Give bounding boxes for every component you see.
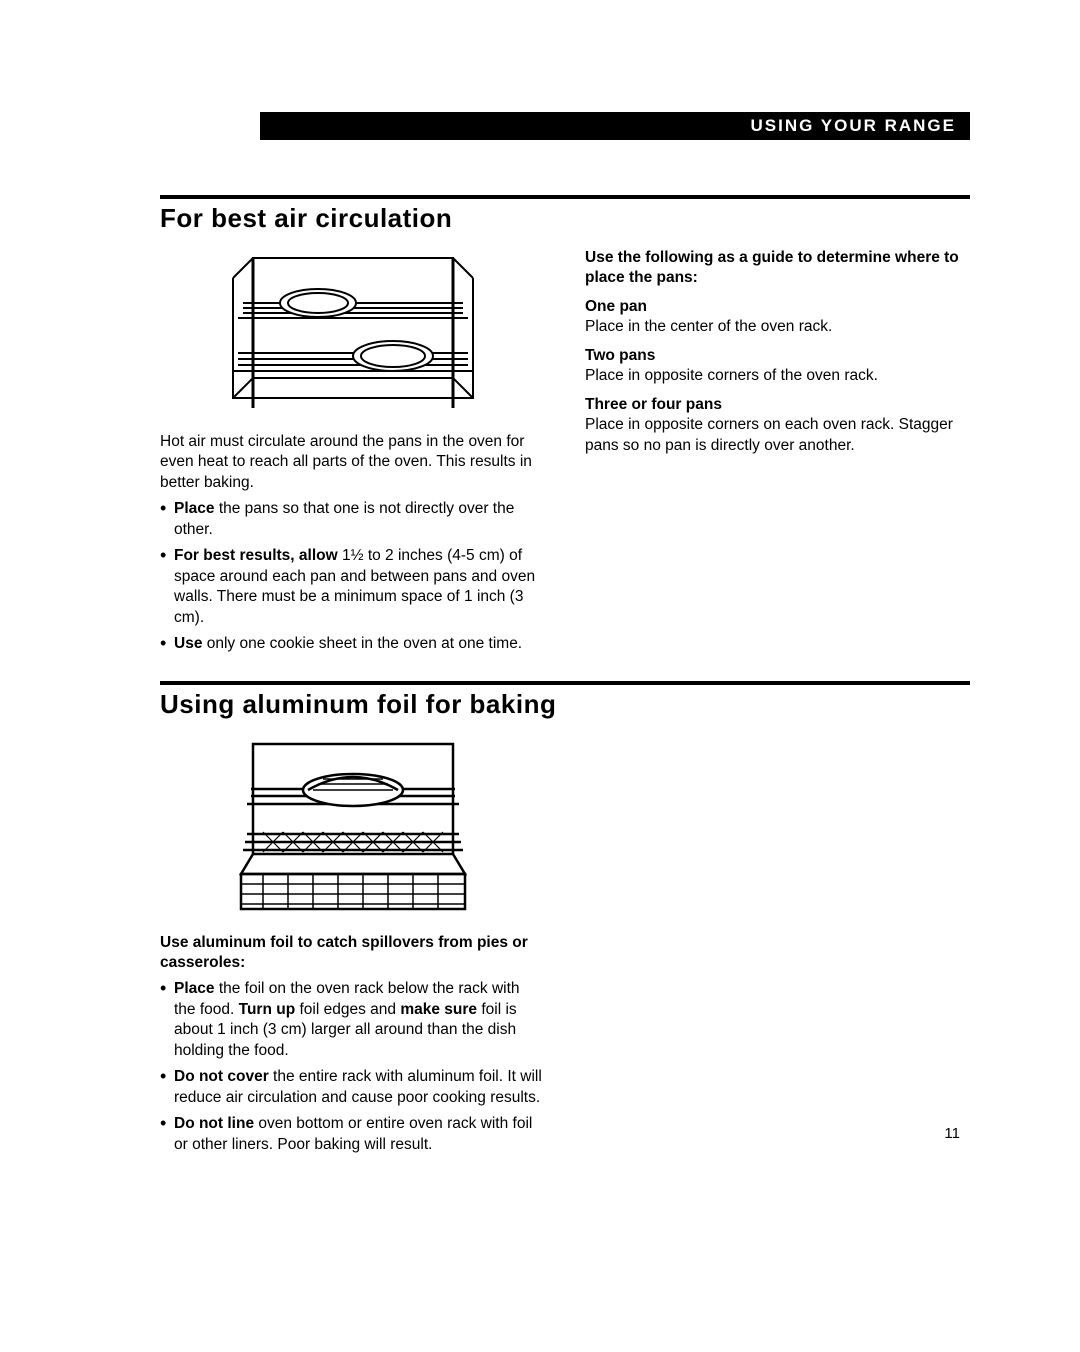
three-pans-text: Place in opposite corners on each oven r… [585, 415, 970, 456]
b2-bold: For best results, allow [174, 547, 338, 564]
section1-bullet-3: Use only one cookie sheet in the oven at… [160, 634, 545, 654]
section2-title: Using aluminum foil for baking [160, 689, 970, 720]
s2b2-bold: Do not cover [174, 1068, 269, 1085]
section2-right-col [585, 734, 970, 1162]
section1-left-col: Hot air must circulate around the pans i… [160, 248, 545, 661]
two-pans-text: Place in opposite corners of the oven ra… [585, 366, 970, 386]
page-root: USING YOUR RANGE For best air circulatio… [0, 0, 1080, 1352]
section-rule-2 [160, 681, 970, 685]
section1-bullet-1: Place the pans so that one is not direct… [160, 499, 545, 540]
section2-bullets: Place the foil on the oven rack below th… [160, 979, 545, 1155]
s2b1-bold2: Turn up [239, 1001, 296, 1018]
section-header-bar: USING YOUR RANGE [260, 112, 970, 140]
page-number: 11 [944, 1125, 960, 1142]
section1-right-col: Use the following as a guide to determin… [585, 248, 970, 661]
oven-foil-illustration [233, 734, 473, 919]
guide-intro: Use the following as a guide to determin… [585, 248, 970, 289]
section2: Using aluminum foil for baking [160, 681, 970, 1162]
s2b3-bold: Do not line [174, 1115, 254, 1132]
b1-rest: the pans so that one is not directly ove… [174, 500, 514, 537]
section2-left-col: Use aluminum foil to catch spillovers fr… [160, 734, 545, 1162]
b1-bold: Place [174, 500, 215, 517]
b3-bold: Use [174, 635, 202, 652]
one-pan-text: Place in the center of the oven rack. [585, 317, 970, 337]
section2-bullet-2: Do not cover the entire rack with alumin… [160, 1067, 545, 1108]
s2b1-mid2: foil edges and [295, 1001, 400, 1018]
section2-bullet-1: Place the foil on the oven rack below th… [160, 979, 545, 1061]
s2b1-bold3: make sure [400, 1001, 477, 1018]
three-pans-head: Three or four pans [585, 395, 970, 415]
header-label: USING YOUR RANGE [751, 116, 957, 136]
section1-bullet-2: For best results, allow 1½ to 2 inches (… [160, 546, 545, 628]
section1-columns: Hot air must circulate around the pans i… [160, 248, 970, 661]
two-pans-head: Two pans [585, 346, 970, 366]
section-rule-1 [160, 195, 970, 199]
section1-title: For best air circulation [160, 203, 970, 234]
section1-bullets: Place the pans so that one is not direct… [160, 499, 545, 654]
section2-columns: Use aluminum foil to catch spillovers fr… [160, 734, 970, 1162]
content-area: For best air circulation [160, 195, 970, 1161]
section1-intro: Hot air must circulate around the pans i… [160, 432, 545, 493]
oven-racks-illustration [223, 248, 483, 418]
section2-bullet-3: Do not line oven bottom or entire oven r… [160, 1114, 545, 1155]
one-pan-head: One pan [585, 297, 970, 317]
s2b1-bold1: Place [174, 980, 215, 997]
section2-header: Use aluminum foil to catch spillovers fr… [160, 933, 545, 974]
b3-rest: only one cookie sheet in the oven at one… [202, 635, 522, 652]
